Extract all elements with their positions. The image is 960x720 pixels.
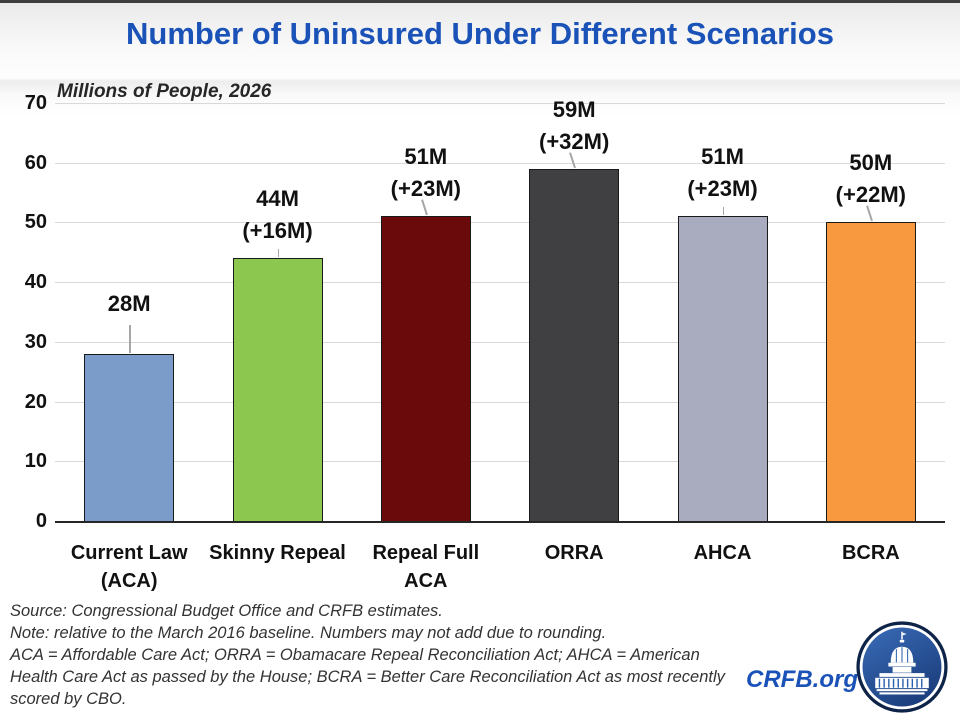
y-axis-tick-label: 20 bbox=[24, 390, 47, 413]
bar-value-label-line: 51M bbox=[701, 144, 744, 170]
gridline bbox=[55, 103, 945, 104]
category-label-bcra: BCRA bbox=[783, 539, 959, 567]
bar-value-label-line: (+23M) bbox=[390, 176, 461, 202]
plot-area: 0 10 20 30 40 50 60 70 28M Current Law (ACA) 44M (+1… bbox=[25, 92, 945, 592]
y-axis-tick-label: 30 bbox=[24, 330, 47, 353]
category-label-skinny-repeal: Skinny Repeal bbox=[190, 539, 366, 567]
x-axis-line bbox=[55, 521, 945, 523]
capitol-icon bbox=[856, 621, 948, 713]
category-label-orra: ORRA bbox=[486, 539, 662, 567]
bar-value-label-ahca: 51M (+23M) bbox=[635, 141, 811, 205]
bar-orra bbox=[529, 168, 620, 521]
source-note-line: Note: relative to the March 2016 baselin… bbox=[10, 624, 607, 642]
bar-value-label-current-law-aca: 28M bbox=[41, 288, 217, 320]
bar-value-label-line: 44M bbox=[256, 186, 299, 212]
y-axis-tick-label: 60 bbox=[24, 151, 47, 174]
category-label-line: ACA bbox=[404, 570, 448, 592]
gridline bbox=[55, 341, 945, 343]
label-leader-line bbox=[722, 207, 724, 216]
bar-value-label-line: (+16M) bbox=[242, 218, 313, 244]
bar-skinny-repeal bbox=[232, 258, 323, 521]
chart-subtitle: Millions of People, 2026 bbox=[57, 81, 272, 102]
bar-current-law-aca bbox=[84, 353, 175, 521]
top-border bbox=[0, 0, 960, 3]
y-axis-tick-label: 70 bbox=[24, 92, 47, 114]
y-axis-tick-label: 40 bbox=[24, 271, 47, 294]
category-label-line: Current Law bbox=[70, 542, 188, 564]
bar-value-label-line: (+32M) bbox=[539, 128, 610, 154]
source-note-line: Health Care Act as passed by the House; … bbox=[10, 668, 725, 686]
gridline bbox=[55, 401, 945, 403]
bar-value-label-line: 28M bbox=[107, 290, 151, 316]
category-label-line: Repeal Full bbox=[372, 542, 480, 564]
bar-ahca bbox=[677, 216, 768, 521]
category-label-current-law-aca: Current Law (ACA) bbox=[41, 539, 217, 595]
source-note-line: ACA = Affordable Care Act; ORRA = Obamac… bbox=[10, 646, 700, 664]
gridline bbox=[55, 162, 945, 164]
source-note: Source: Congressional Budget Office and … bbox=[10, 600, 725, 710]
category-label-line: AHCA bbox=[693, 542, 752, 564]
gridline bbox=[55, 282, 945, 284]
bar-value-label-line: (+22M) bbox=[835, 182, 906, 208]
gridline bbox=[55, 461, 945, 463]
source-note-line: scored by CBO. bbox=[10, 690, 127, 708]
crfb-org-link[interactable]: CRFB.org bbox=[746, 666, 858, 693]
category-label-repeal-full-aca: Repeal Full ACA bbox=[338, 539, 514, 595]
category-label-line: Skinny Repeal bbox=[209, 542, 346, 564]
bar-value-label-line: 51M bbox=[404, 144, 448, 170]
bar-value-label-line: (+23M) bbox=[687, 176, 758, 202]
category-label-ahca: AHCA bbox=[635, 539, 811, 567]
bar-value-label-bcra: 50M (+22M) bbox=[783, 147, 959, 211]
bar-value-label-line: 59M bbox=[552, 96, 596, 122]
bar-value-label-orra: 59M (+32M) bbox=[486, 94, 662, 158]
bar-value-label-skinny-repeal: 44M (+16M) bbox=[190, 183, 366, 247]
source-note-line: Source: Congressional Budget Office and … bbox=[10, 602, 443, 620]
category-label-line: (ACA) bbox=[100, 570, 158, 592]
label-leader-line bbox=[277, 249, 279, 258]
bar-value-label-line: 50M bbox=[849, 150, 893, 176]
bar-bcra bbox=[825, 222, 916, 521]
bar-repeal-full-aca bbox=[380, 216, 471, 521]
category-label-line: ORRA bbox=[544, 542, 604, 564]
y-axis-tick-label: 50 bbox=[24, 211, 47, 234]
bar-value-label-repeal-full-aca: 51M (+23M) bbox=[338, 141, 514, 205]
gridline bbox=[55, 222, 945, 224]
label-leader-line bbox=[129, 324, 131, 353]
y-axis-tick-label: 10 bbox=[24, 450, 47, 473]
category-label-line: BCRA bbox=[841, 542, 900, 564]
chart-title: Number of Uninsured Under Different Scen… bbox=[126, 16, 834, 51]
y-axis-tick-label: 0 bbox=[35, 510, 47, 532]
